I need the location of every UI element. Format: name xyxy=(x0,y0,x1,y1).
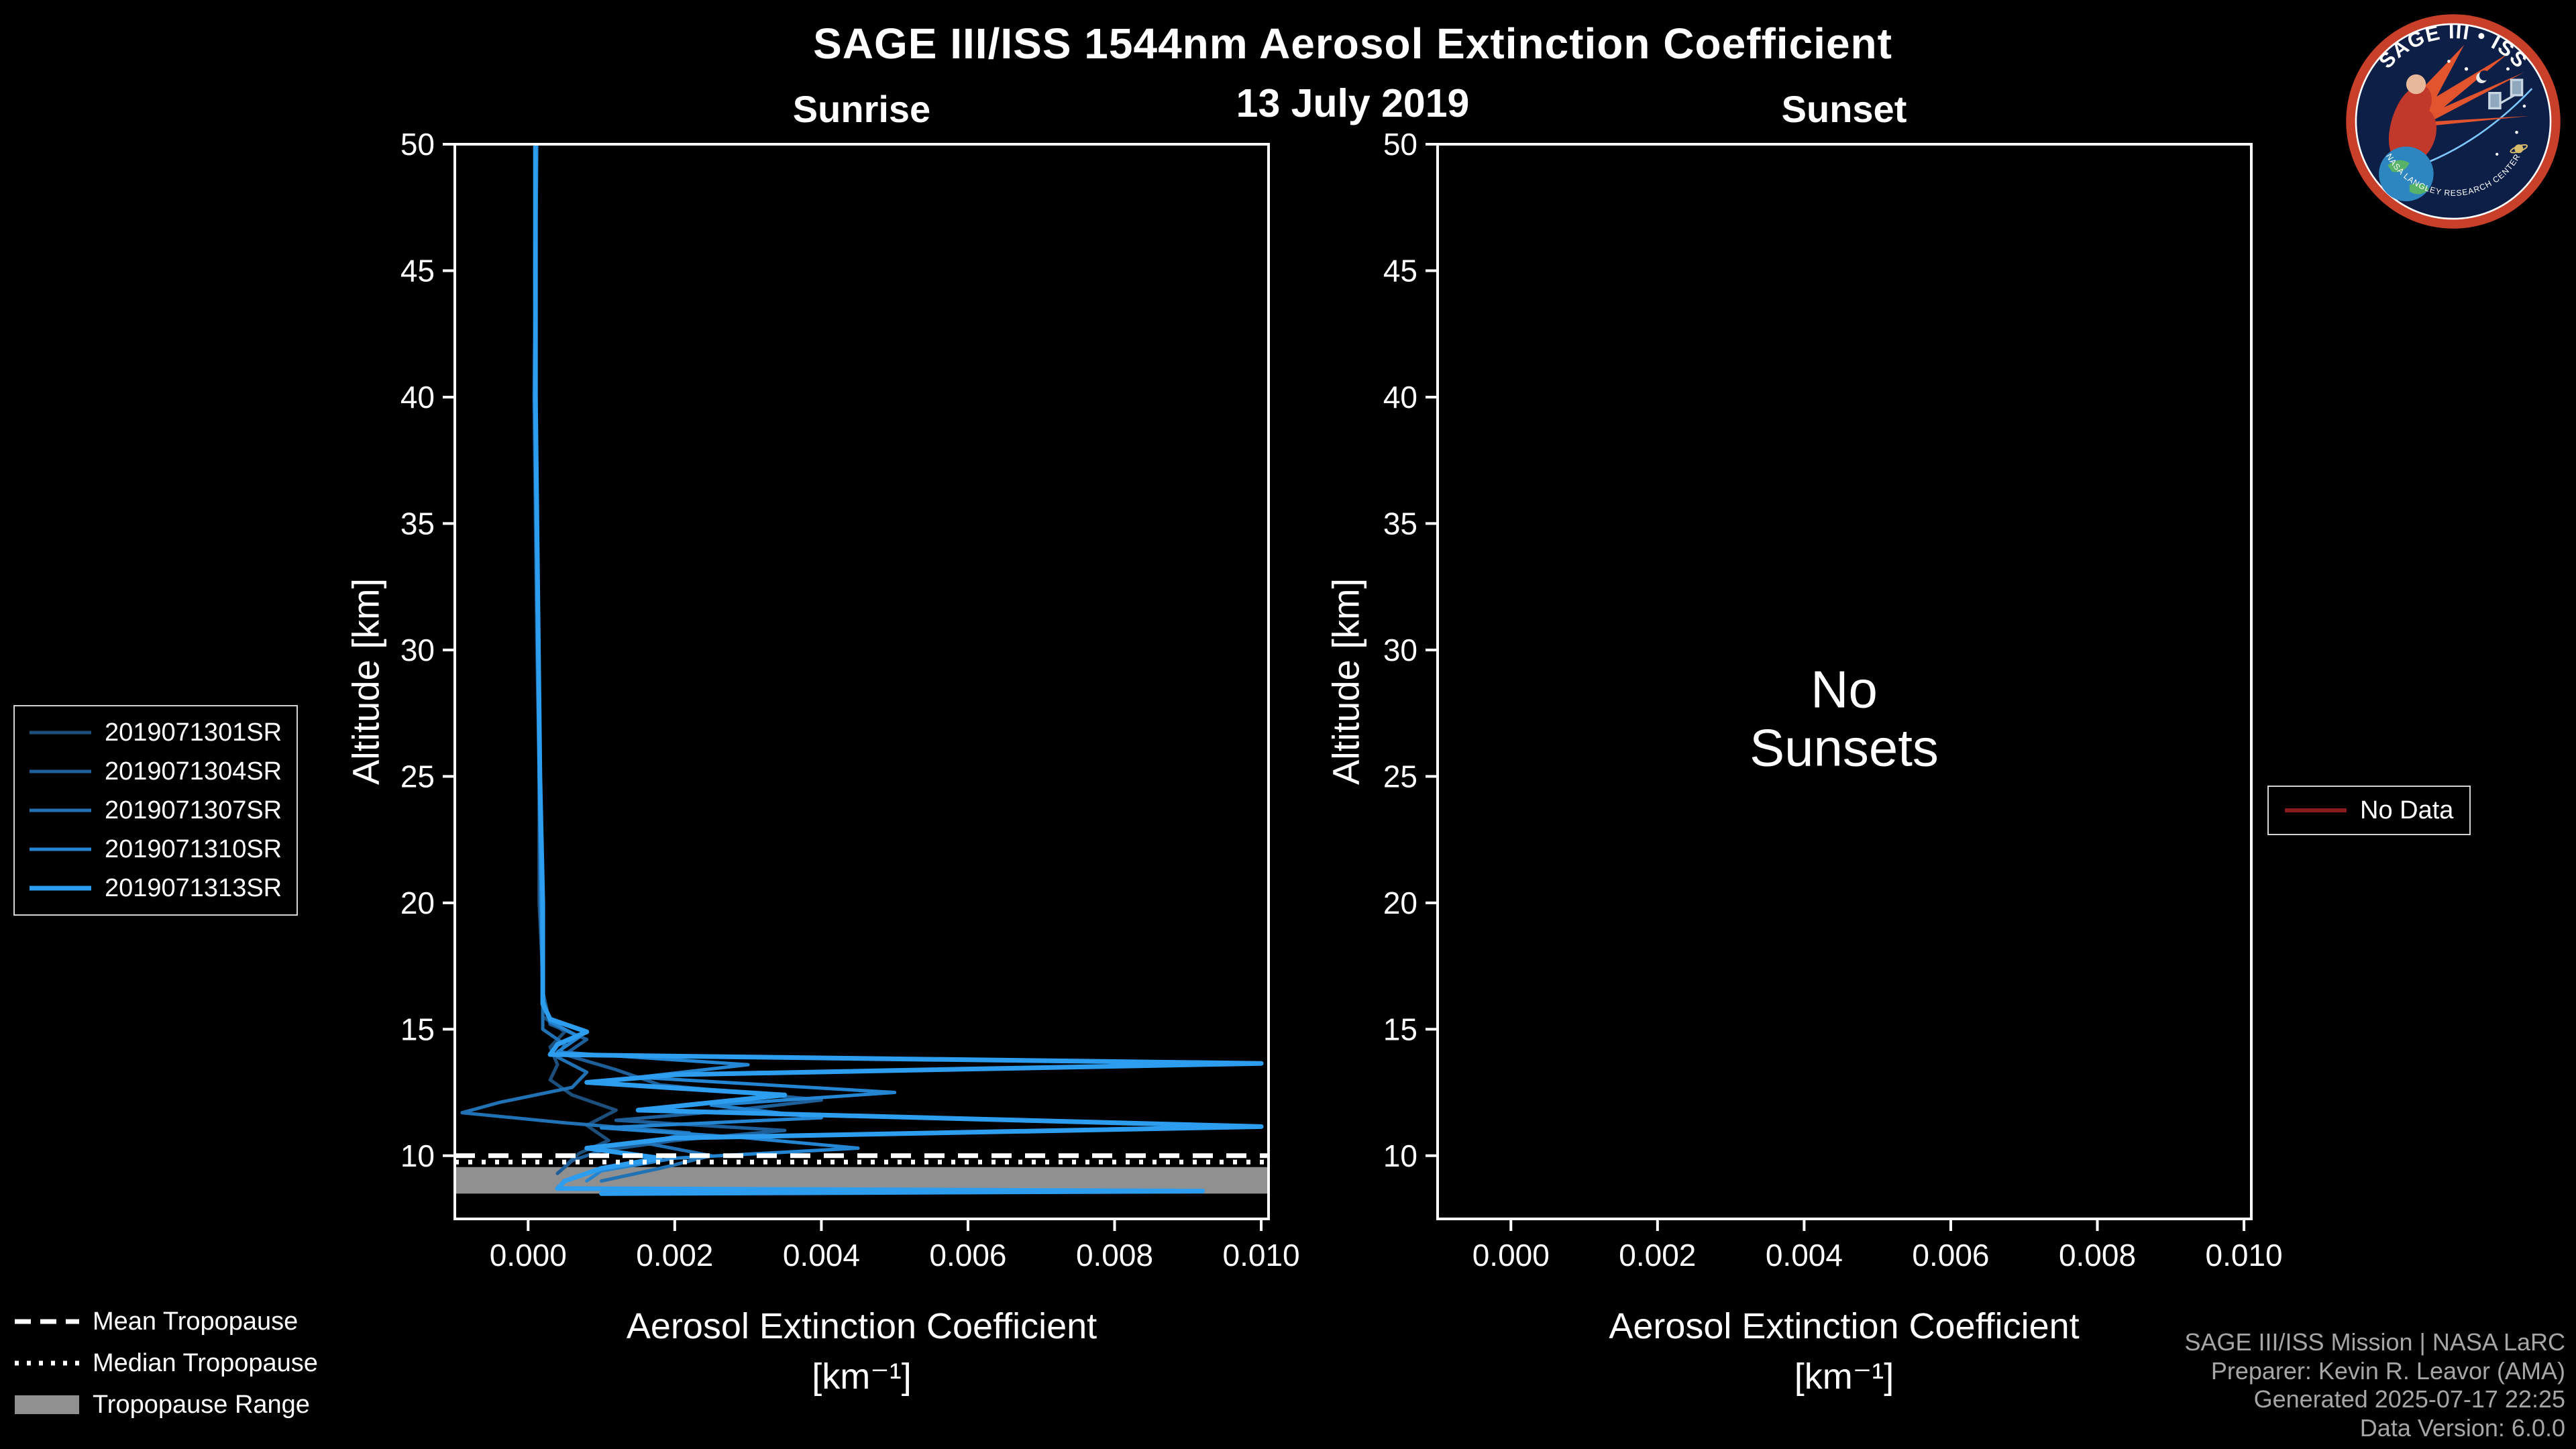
sunrise-plot: 10 15 20 25 30 35 40 45 50 0.000 0.002 0.004 0.006 0.… xyxy=(400,127,1299,1273)
x-tick-label: 0.006 xyxy=(1912,1238,1989,1273)
y-tick-label: 50 xyxy=(400,127,435,162)
y-tick-label: 10 xyxy=(1383,1138,1417,1173)
y-tick-label: 25 xyxy=(1383,759,1417,794)
sunset-panel-title: Sunset xyxy=(1781,88,1907,130)
credits-block: SAGE III/ISS Mission | NASA LaRC Prepare… xyxy=(2184,1328,2565,1442)
credits-preparer: Preparer: Kevin R. Leavor (AMA) xyxy=(2210,1356,2565,1385)
no-sunsets-annotation: No Sunsets xyxy=(1750,659,1939,777)
legend-item-2019071313SR: 2019071313SR xyxy=(30,871,282,905)
legend-item-2019071307SR: 2019071307SR xyxy=(30,794,282,827)
legend-item-dotted-tropopause: Median Tropopause xyxy=(15,1347,318,1379)
legend-label: 2019071307SR xyxy=(105,796,282,824)
legend-label: 2019071313SR xyxy=(105,873,282,902)
x-tick-label: 0.010 xyxy=(1223,1238,1299,1273)
y-tick-label: 30 xyxy=(400,633,435,667)
legend-label: Tropopause Range xyxy=(93,1390,310,1419)
sunset-plot: 10 15 20 25 30 35 40 45 50 0.000 0.002 0.004 0.006 0.… xyxy=(1383,127,2282,1273)
sunrise-x-axis-units: [km⁻¹] xyxy=(812,1356,912,1397)
range-patch-sample xyxy=(15,1395,79,1414)
no-data-line-sample xyxy=(2285,808,2347,812)
legend-item-2019071304SR: 2019071304SR xyxy=(30,755,282,788)
logo-stars xyxy=(2447,60,2526,156)
y-tick-label: 20 xyxy=(1383,885,1417,920)
legend-label: Median Tropopause xyxy=(93,1348,318,1377)
legend-item-dashed-tropopause: Mean Tropopause xyxy=(15,1305,318,1338)
sunset-y-axis-label: Altitude [km] xyxy=(1324,578,1367,786)
logo-figure xyxy=(2389,74,2437,166)
logo-saturn xyxy=(2510,144,2528,154)
legend-line-sample xyxy=(30,731,91,735)
figure-date: 13 July 2019 xyxy=(1236,81,1470,125)
sunrise-panel-title: Sunrise xyxy=(792,88,931,130)
legend-line-sample xyxy=(30,808,91,812)
y-tick-label: 35 xyxy=(1383,506,1417,541)
legend-line-sample xyxy=(30,847,91,851)
legend-label: 2019071304SR xyxy=(105,757,282,786)
profile-line-2019071307SR xyxy=(460,144,713,1183)
sunset-x-axis-units: [km⁻¹] xyxy=(1794,1356,1894,1397)
dashed-line-sample xyxy=(15,1319,79,1324)
x-tick-label: 0.010 xyxy=(2206,1238,2282,1273)
y-tick-label: 40 xyxy=(400,380,435,415)
y-tick-label: 25 xyxy=(400,759,435,794)
legend-label: Mean Tropopause xyxy=(93,1307,299,1336)
legend-label: 2019071310SR xyxy=(105,835,282,863)
profile-line-2019071304SR xyxy=(533,144,823,1175)
legend-line-sample xyxy=(30,885,91,891)
y-tick-label: 45 xyxy=(1383,253,1417,288)
x-tick-label: 0.002 xyxy=(636,1238,713,1273)
x-tick-label: 0.004 xyxy=(1766,1238,1843,1273)
logo-earth-land-2 xyxy=(2409,183,2430,195)
y-tick-label: 20 xyxy=(400,885,435,920)
event-series-legend: 2019071301SR 2019071304SR 2019071307SR 2019… xyxy=(13,705,299,916)
y-tick-label: 50 xyxy=(1383,127,1417,162)
sage-iii-iss-mission-logo: SAGE III • ISS NASA LANGLEY RESEARCH CEN… xyxy=(2346,14,2561,229)
x-tick-label: 0.004 xyxy=(783,1238,860,1273)
figure-title: SAGE III/ISS 1544nm Aerosol Extinction C… xyxy=(813,19,1892,68)
sunrise-x-axis-label: Aerosol Extinction Coefficient xyxy=(626,1306,1097,1346)
legend-line-sample xyxy=(30,769,91,773)
x-tick-label: 0.000 xyxy=(1472,1238,1550,1273)
sunrise-y-axis-label: Altitude [km] xyxy=(344,578,387,786)
logo-iss xyxy=(2488,78,2524,110)
credits-data-version: Data Version: 6.0.0 xyxy=(2359,1413,2565,1442)
sunset-x-axis-label: Aerosol Extinction Coefficient xyxy=(1609,1306,2080,1346)
profile-line-2019071310SR xyxy=(533,144,897,1183)
y-tick-label: 35 xyxy=(400,506,435,541)
tropopause-legend: Mean Tropopause Median Tropopause Tropopau… xyxy=(15,1305,318,1421)
logo-earth-land xyxy=(2387,160,2410,172)
legend-label: 2019071301SR xyxy=(105,718,282,747)
no-data-legend: No Data xyxy=(2267,786,2471,835)
x-tick-label: 0.006 xyxy=(929,1238,1006,1273)
x-tick-label: 0.002 xyxy=(1619,1238,1696,1273)
legend-item-2019071301SR: 2019071301SR xyxy=(30,716,282,749)
plot-area xyxy=(455,144,1269,1196)
legend-item-patch-tropopause: Tropopause Range xyxy=(15,1389,318,1421)
x-tick-label: 0.000 xyxy=(490,1238,567,1273)
y-tick-label: 45 xyxy=(400,253,435,288)
legend-item-no-data: No Data xyxy=(2285,794,2453,827)
x-tick-label: 0.008 xyxy=(1076,1238,1153,1273)
y-tick-label: 15 xyxy=(1383,1012,1417,1046)
legend-item-2019071310SR: 2019071310SR xyxy=(30,833,282,866)
y-tick-label: 10 xyxy=(400,1138,435,1173)
plot-border xyxy=(453,143,1270,1220)
legend-label: No Data xyxy=(2360,796,2454,824)
y-tick-label: 15 xyxy=(400,1012,435,1046)
plot-border xyxy=(1436,143,2253,1220)
credits-mission: SAGE III/ISS Mission | NASA LaRC xyxy=(2184,1328,2565,1356)
credits-generated: Generated 2025-07-17 22:25 xyxy=(2253,1385,2565,1413)
dotted-line-sample xyxy=(15,1360,79,1366)
profile-line-2019071313SR xyxy=(533,144,1264,1196)
x-tick-label: 0.008 xyxy=(2059,1238,2136,1273)
y-tick-label: 30 xyxy=(1383,633,1417,667)
y-tick-label: 40 xyxy=(1383,380,1417,415)
logo-moon xyxy=(2476,70,2489,83)
